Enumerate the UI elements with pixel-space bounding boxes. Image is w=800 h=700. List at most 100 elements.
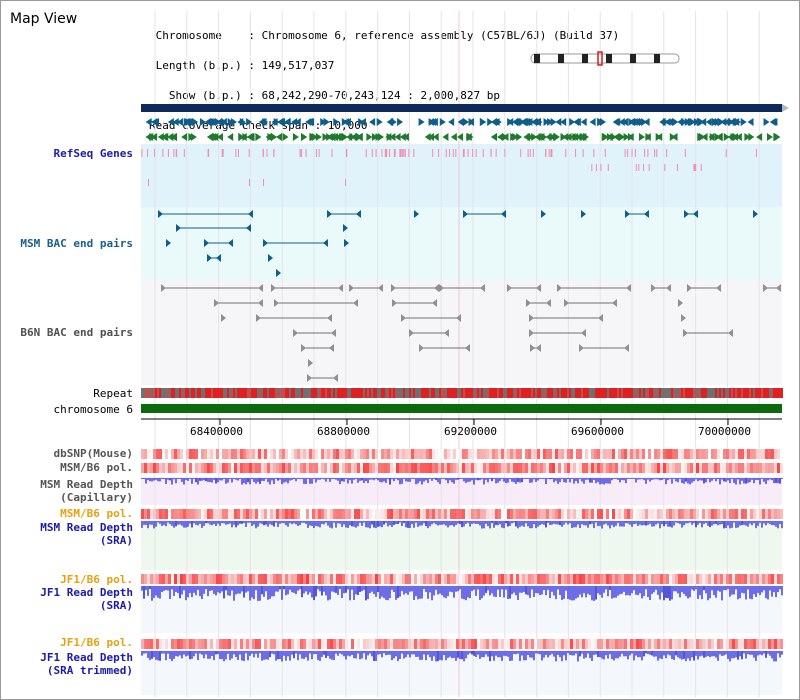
depth-bar bbox=[607, 586, 609, 597]
bac-end-marker bbox=[268, 254, 273, 262]
depth-bar bbox=[353, 586, 355, 600]
depth-bar bbox=[673, 521, 675, 526]
gene-arrow bbox=[377, 133, 384, 141]
gene-arrow bbox=[628, 118, 635, 126]
depth-bar bbox=[477, 651, 479, 655]
depth-bar bbox=[543, 586, 545, 591]
depth-bar bbox=[487, 521, 489, 527]
depth-bar bbox=[265, 521, 267, 525]
repeat-segment bbox=[631, 388, 633, 398]
heatmap-cell bbox=[342, 449, 345, 459]
depth-bar bbox=[451, 478, 453, 483]
heatmap-cell bbox=[435, 509, 438, 519]
heatmap-cell bbox=[474, 574, 477, 584]
refseq-gene-tick bbox=[462, 149, 464, 157]
heatmap-cell bbox=[237, 574, 240, 584]
heatmap-cell bbox=[486, 509, 489, 519]
heatmap-cell bbox=[432, 509, 435, 519]
depth-bar bbox=[549, 478, 551, 480]
heatmap-cell bbox=[390, 463, 393, 473]
refseq-gene-tick bbox=[676, 164, 678, 171]
heatmap-cell bbox=[414, 449, 417, 459]
repeat-segment bbox=[419, 388, 421, 398]
depth-bar bbox=[295, 651, 297, 654]
heatmap-cell bbox=[195, 574, 198, 584]
heatmap-cell bbox=[561, 509, 564, 519]
depth-bar bbox=[553, 586, 555, 596]
heatmap-cell bbox=[195, 463, 198, 473]
heatmap-cell bbox=[498, 463, 501, 473]
depth-bar bbox=[751, 478, 753, 480]
gene-arrow bbox=[255, 133, 262, 141]
refseq-gene-tick bbox=[394, 149, 396, 157]
heatmap-cell bbox=[249, 449, 252, 459]
repeat-segment bbox=[715, 388, 717, 398]
depth-bar bbox=[697, 521, 699, 525]
repeat-segment bbox=[303, 388, 305, 398]
heatmap-cell bbox=[225, 463, 228, 473]
heatmap-cell bbox=[582, 463, 585, 473]
repeat-segment bbox=[779, 388, 781, 398]
heatmap-cell bbox=[750, 574, 753, 584]
depth-bar bbox=[595, 478, 597, 484]
repeat-segment bbox=[727, 388, 729, 398]
depth-bar bbox=[249, 586, 251, 601]
heatmap-cell bbox=[288, 449, 291, 459]
heatmap-cell bbox=[555, 463, 558, 473]
refseq-gene-tick bbox=[237, 149, 239, 157]
heatmap-cell bbox=[696, 639, 699, 649]
gene-arrow bbox=[512, 118, 519, 126]
depth-bar bbox=[313, 521, 315, 529]
depth-bar bbox=[327, 478, 329, 479]
depth-bar bbox=[251, 651, 253, 654]
repeat-segment bbox=[615, 388, 617, 398]
depth-bar bbox=[245, 651, 247, 654]
bac-end-marker bbox=[753, 210, 758, 218]
gene-arrow bbox=[521, 118, 528, 126]
depth-bar bbox=[315, 586, 317, 597]
heatmap-cell bbox=[492, 449, 495, 459]
gene-arrow bbox=[371, 133, 378, 141]
depth-bar bbox=[517, 478, 519, 482]
repeat-segment bbox=[399, 388, 401, 398]
heatmap-cell bbox=[513, 574, 516, 584]
depth-bar bbox=[487, 478, 489, 483]
heatmap-cell bbox=[225, 449, 228, 459]
heatmap-cell bbox=[201, 509, 204, 519]
depth-bar bbox=[475, 521, 477, 524]
heatmap-cell bbox=[477, 449, 480, 459]
depth-bar bbox=[285, 651, 287, 661]
refseq-gene-tick bbox=[624, 149, 626, 157]
heatmap-cell bbox=[237, 449, 240, 459]
heatmap-cell bbox=[543, 574, 546, 584]
gene-arrow bbox=[277, 118, 284, 126]
depth-bar bbox=[485, 521, 487, 524]
depth-bar bbox=[697, 651, 699, 660]
depth-bar bbox=[645, 521, 647, 526]
depth-bar bbox=[363, 521, 365, 523]
refseq-gene-tick bbox=[635, 164, 637, 171]
depth-bar bbox=[367, 651, 369, 656]
depth-bar bbox=[709, 586, 711, 599]
depth-bar bbox=[359, 478, 361, 481]
repeat-segment bbox=[357, 388, 359, 398]
depth-bar bbox=[519, 586, 521, 593]
heatmap-cell bbox=[276, 574, 279, 584]
depth-bar bbox=[597, 478, 599, 483]
depth-bar bbox=[285, 521, 287, 526]
depth-bar bbox=[445, 651, 447, 661]
depth-bar bbox=[369, 521, 371, 529]
heatmap-cell bbox=[216, 463, 219, 473]
depth-bar bbox=[325, 478, 327, 482]
depth-bar bbox=[365, 478, 367, 482]
depth-bar bbox=[503, 478, 505, 482]
heatmap-cell bbox=[183, 449, 186, 459]
repeat-segment bbox=[235, 388, 237, 398]
heatmap-cell bbox=[315, 449, 318, 459]
heatmap-cell bbox=[162, 639, 165, 649]
depth-bar bbox=[699, 521, 701, 523]
depth-bar bbox=[423, 651, 425, 655]
refseq-gene-tick bbox=[495, 149, 497, 157]
